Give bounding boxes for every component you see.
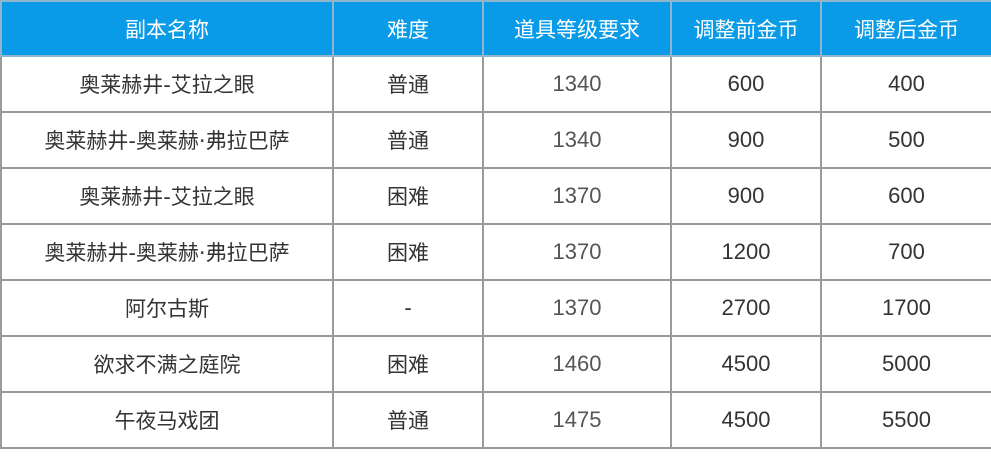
cell-difficulty: 普通	[332, 55, 484, 113]
cell-difficulty: -	[332, 279, 484, 337]
cell-item-level: 1340	[482, 111, 672, 169]
cell-difficulty: 普通	[332, 111, 484, 169]
cell-difficulty: 困难	[332, 223, 484, 281]
cell-instance-name: 欲求不满之庭院	[0, 335, 334, 393]
table-row: 奥莱赫井-奥莱赫·弗拉巴萨 普通 1340 900 500	[0, 111, 991, 169]
column-header-difficulty: 难度	[332, 0, 484, 57]
table-row: 欲求不满之庭院 困难 1460 4500 5000	[0, 335, 991, 393]
cell-gold-before: 900	[670, 167, 822, 225]
cell-difficulty: 普通	[332, 391, 484, 449]
table-row: 奥莱赫井-艾拉之眼 困难 1370 900 600	[0, 167, 991, 225]
cell-gold-before: 4500	[670, 335, 822, 393]
cell-instance-name: 阿尔古斯	[0, 279, 334, 337]
cell-instance-name: 奥莱赫井-奥莱赫·弗拉巴萨	[0, 223, 334, 281]
cell-instance-name: 奥莱赫井-奥莱赫·弗拉巴萨	[0, 111, 334, 169]
cell-item-level: 1370	[482, 223, 672, 281]
table-row: 奥莱赫井-艾拉之眼 普通 1340 600 400	[0, 55, 991, 113]
column-header-gold-before: 调整前金币	[670, 0, 822, 57]
cell-item-level: 1370	[482, 167, 672, 225]
cell-instance-name: 奥莱赫井-艾拉之眼	[0, 55, 334, 113]
cell-instance-name: 奥莱赫井-艾拉之眼	[0, 167, 334, 225]
cell-gold-after: 1700	[820, 279, 991, 337]
table-row: 奥莱赫井-奥莱赫·弗拉巴萨 困难 1370 1200 700	[0, 223, 991, 281]
cell-difficulty: 困难	[332, 335, 484, 393]
cell-gold-before: 4500	[670, 391, 822, 449]
cell-item-level: 1460	[482, 335, 672, 393]
cell-gold-after: 700	[820, 223, 991, 281]
column-header-instance-name: 副本名称	[0, 0, 334, 57]
cell-item-level: 1340	[482, 55, 672, 113]
cell-gold-before: 600	[670, 55, 822, 113]
cell-instance-name: 午夜马戏团	[0, 391, 334, 449]
cell-gold-after: 600	[820, 167, 991, 225]
column-header-gold-after: 调整后金币	[820, 0, 991, 57]
cell-item-level: 1475	[482, 391, 672, 449]
cell-gold-after: 5000	[820, 335, 991, 393]
cell-gold-before: 2700	[670, 279, 822, 337]
cell-gold-after: 500	[820, 111, 991, 169]
column-header-item-level: 道具等级要求	[482, 0, 672, 57]
cell-gold-after: 400	[820, 55, 991, 113]
table-row: 午夜马戏团 普通 1475 4500 5500	[0, 391, 991, 449]
cell-item-level: 1370	[482, 279, 672, 337]
cell-gold-after: 5500	[820, 391, 991, 449]
header-row: 副本名称 难度 道具等级要求 调整前金币 调整后金币	[0, 0, 991, 57]
cell-difficulty: 困难	[332, 167, 484, 225]
table-row: 阿尔古斯 -1370 2700 1700	[0, 279, 991, 337]
cell-gold-before: 900	[670, 111, 822, 169]
cell-gold-before: 1200	[670, 223, 822, 281]
